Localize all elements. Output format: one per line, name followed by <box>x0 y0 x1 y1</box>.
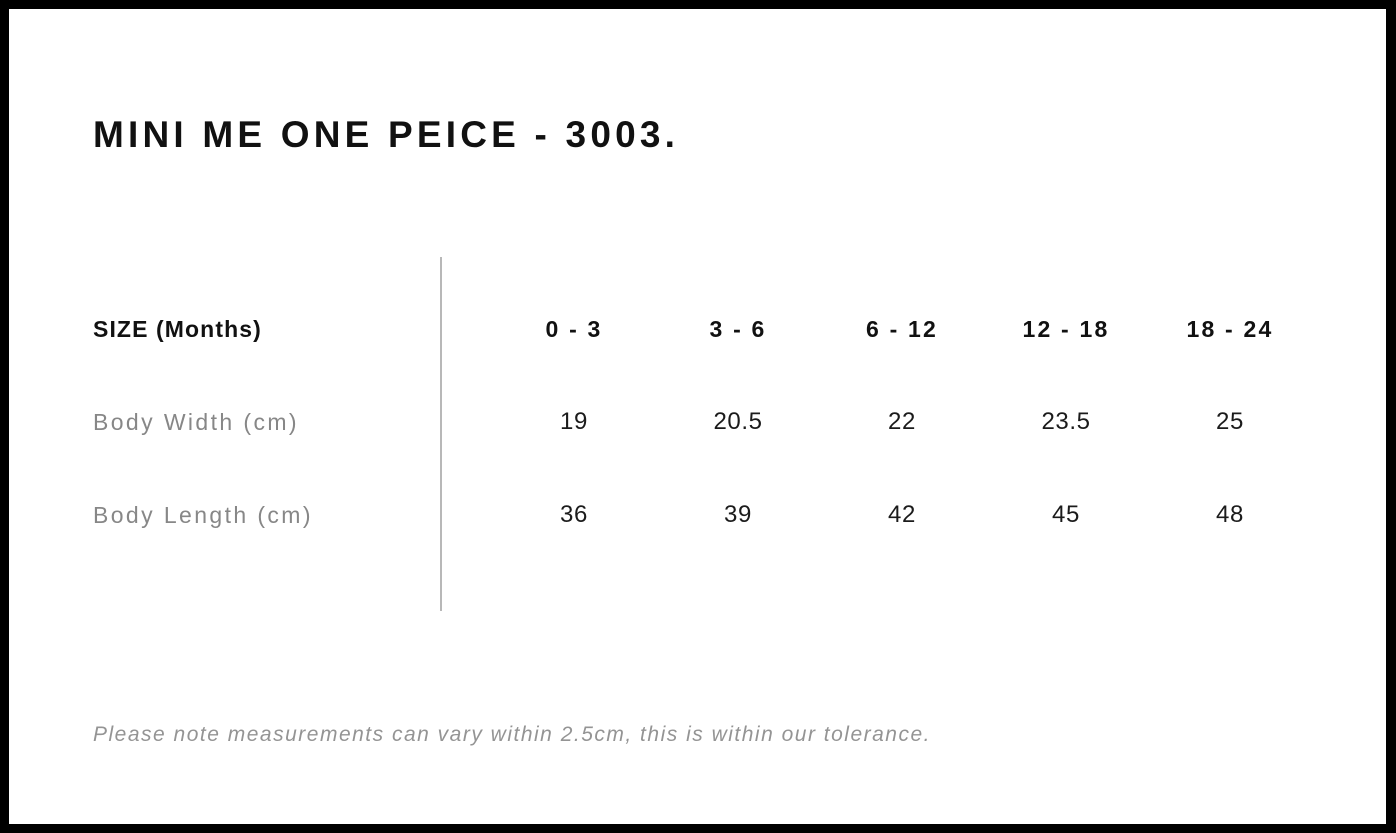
table-row: Body Length (cm) 36 39 42 45 48 <box>93 495 1303 588</box>
body-width-value-3-6: 20.5 <box>713 408 763 435</box>
body-length-value-12-18: 45 <box>1052 501 1080 528</box>
tolerance-note: Please note measurements can vary within… <box>93 723 932 746</box>
column-header-18-24: 18 - 24 <box>1186 316 1274 342</box>
column-header-0-3: 0 - 3 <box>545 316 603 342</box>
body-length-cells: 36 39 42 45 48 <box>493 495 1303 535</box>
body-width-value-0-3: 19 <box>560 408 588 435</box>
body-width-cells: 19 20.5 22 23.5 25 <box>493 402 1303 442</box>
column-header-6-12: 6 - 12 <box>865 316 938 342</box>
body-length-value-18-24: 48 <box>1216 501 1244 528</box>
size-chart-card: MINI ME ONE PEICE - 3003. SIZE (Months) … <box>9 9 1386 824</box>
column-header-12-18: 12 - 18 <box>1022 316 1110 342</box>
size-table: SIZE (Months) 0 - 3 3 - 6 6 - 12 12 - 18… <box>93 309 1303 588</box>
body-length-value-0-3: 36 <box>560 501 588 528</box>
column-header-3-6: 3 - 6 <box>709 316 767 342</box>
table-row: Body Width (cm) 19 20.5 22 23.5 25 <box>93 402 1303 495</box>
header-cells: 0 - 3 3 - 6 6 - 12 12 - 18 18 - 24 <box>493 309 1303 349</box>
table-vertical-divider <box>440 257 442 611</box>
table-header-row: SIZE (Months) 0 - 3 3 - 6 6 - 12 12 - 18… <box>93 309 1303 402</box>
body-length-value-6-12: 42 <box>888 501 916 528</box>
body-width-value-18-24: 25 <box>1216 408 1244 435</box>
body-width-value-6-12: 22 <box>888 408 916 435</box>
size-header-label: SIZE (Months) <box>93 316 262 342</box>
body-length-value-3-6: 39 <box>724 501 752 528</box>
body-width-value-12-18: 23.5 <box>1041 408 1091 435</box>
row-label-body-width: Body Width (cm) <box>93 409 299 435</box>
row-label-body-length: Body Length (cm) <box>93 502 313 528</box>
page-title: MINI ME ONE PEICE - 3003. <box>93 114 680 155</box>
